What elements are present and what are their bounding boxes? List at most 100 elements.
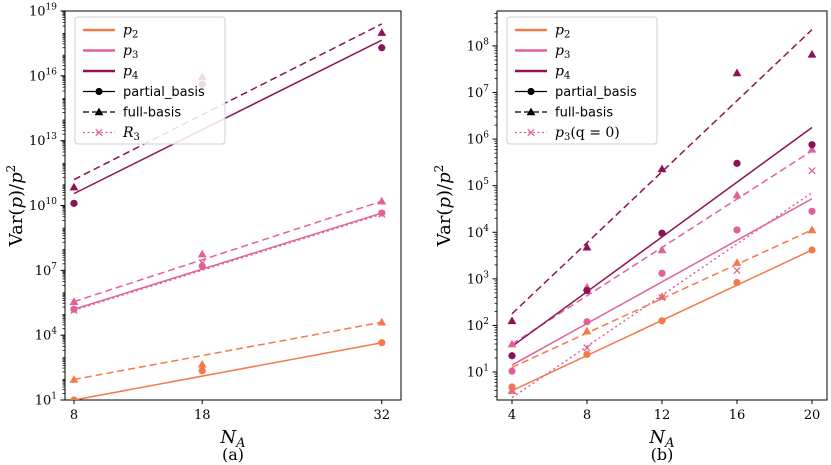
data-point xyxy=(583,318,591,326)
x-tick-label: 12 xyxy=(654,408,671,423)
data-point xyxy=(69,297,79,305)
data-point xyxy=(70,396,78,400)
y-tick-label: 101 xyxy=(467,364,489,381)
y-tick-label: 105 xyxy=(467,177,490,194)
data-point xyxy=(733,279,741,287)
series-line xyxy=(73,23,383,181)
legend-marker xyxy=(526,107,536,116)
data-point xyxy=(507,316,517,325)
panel-label: (b) xyxy=(651,445,674,464)
data-point xyxy=(808,141,816,149)
data-point xyxy=(378,210,386,218)
panel-label: (a) xyxy=(222,445,244,464)
series-line xyxy=(73,212,382,310)
data-point xyxy=(657,292,667,300)
y-axis-label: Var(p)/p2 xyxy=(432,165,455,248)
y-tick-label: 108 xyxy=(467,37,490,54)
data-point xyxy=(657,245,667,254)
y-tick-label: 101 xyxy=(35,392,57,409)
legend-label: p4 xyxy=(123,64,138,82)
legend-marker xyxy=(527,128,535,137)
data-point xyxy=(733,266,741,275)
legend-marker xyxy=(95,87,103,96)
legend-label: partial_basis xyxy=(555,85,637,100)
y-axis-label: Var(p)/p2 xyxy=(4,165,27,248)
y-tick-label: 107 xyxy=(467,84,490,101)
series-line xyxy=(73,39,383,195)
x-axis-label: NA xyxy=(648,427,674,451)
data-point xyxy=(70,199,78,207)
data-point xyxy=(197,359,207,368)
data-point xyxy=(507,339,517,348)
data-point xyxy=(732,190,742,199)
legend-box xyxy=(74,16,226,145)
data-point xyxy=(583,344,591,352)
series-line xyxy=(511,126,813,348)
legend-label: full-basis xyxy=(555,106,613,121)
x-tick-label: 20 xyxy=(804,408,821,423)
data-point xyxy=(198,259,206,267)
data-point xyxy=(808,207,816,215)
y-tick-label: 1013 xyxy=(29,132,57,149)
legend-marker xyxy=(94,107,104,116)
data-point xyxy=(508,387,516,395)
data-point xyxy=(508,367,516,375)
data-point xyxy=(377,28,387,36)
data-point xyxy=(733,159,741,167)
data-point xyxy=(508,352,516,360)
legend-label: p3(q = 0) xyxy=(555,125,620,143)
legend-marker xyxy=(95,128,103,137)
chart-panel-b: 4 8 12 16 20 101 102 103 104 105 106 107 108 NA Var(p)… xyxy=(432,10,828,464)
data-point xyxy=(658,293,666,302)
data-point xyxy=(733,226,741,234)
data-point xyxy=(583,350,591,358)
data-point xyxy=(808,246,816,254)
x-tick-label: 8 xyxy=(583,408,591,423)
data-point xyxy=(807,144,817,153)
legend-label: partial_basis xyxy=(123,85,205,100)
data-point xyxy=(658,229,666,237)
data-point xyxy=(198,367,206,375)
legend-label: p2 xyxy=(555,23,570,41)
data-point xyxy=(807,49,817,58)
data-point xyxy=(377,196,387,205)
data-point xyxy=(70,306,78,314)
series-line xyxy=(73,341,382,400)
y-tick-label: 1019 xyxy=(29,3,57,20)
x-tick-label: 8 xyxy=(70,408,78,423)
x-tick-label: 16 xyxy=(729,408,746,423)
series-line xyxy=(511,29,813,315)
data-point xyxy=(658,269,666,277)
data-point xyxy=(378,44,386,52)
legend-label: p3 xyxy=(555,43,570,61)
data-point xyxy=(807,225,817,234)
data-point xyxy=(658,317,666,325)
legend-marker xyxy=(527,87,535,96)
y-tick-label: 102 xyxy=(467,317,489,334)
legend-label: p2 xyxy=(123,23,138,41)
data-point xyxy=(582,326,592,335)
data-point xyxy=(583,286,591,295)
legend-label: full-basis xyxy=(123,106,181,121)
data-point xyxy=(808,167,816,175)
legend-label: p3 xyxy=(123,43,138,61)
y-tick-label: 1010 xyxy=(29,197,57,214)
data-point xyxy=(69,375,79,383)
series-line xyxy=(73,200,382,303)
data-point xyxy=(69,182,79,191)
data-point xyxy=(657,164,667,173)
series-line xyxy=(73,321,382,381)
x-tick-label: 32 xyxy=(373,408,390,423)
y-tick-label: 106 xyxy=(467,131,490,148)
x-axis-label: NA xyxy=(219,427,245,451)
legend: p2 p3 p4 partial_basis full-basis p3(q = 0) xyxy=(506,16,658,145)
data-point xyxy=(378,209,386,217)
data-point xyxy=(378,339,386,347)
y-tick-label: 103 xyxy=(467,270,490,287)
y-tick-label: 107 xyxy=(35,262,58,279)
data-point xyxy=(70,305,78,313)
data-point xyxy=(582,242,592,251)
data-point xyxy=(377,317,387,326)
y-tick-label: 104 xyxy=(467,224,490,241)
